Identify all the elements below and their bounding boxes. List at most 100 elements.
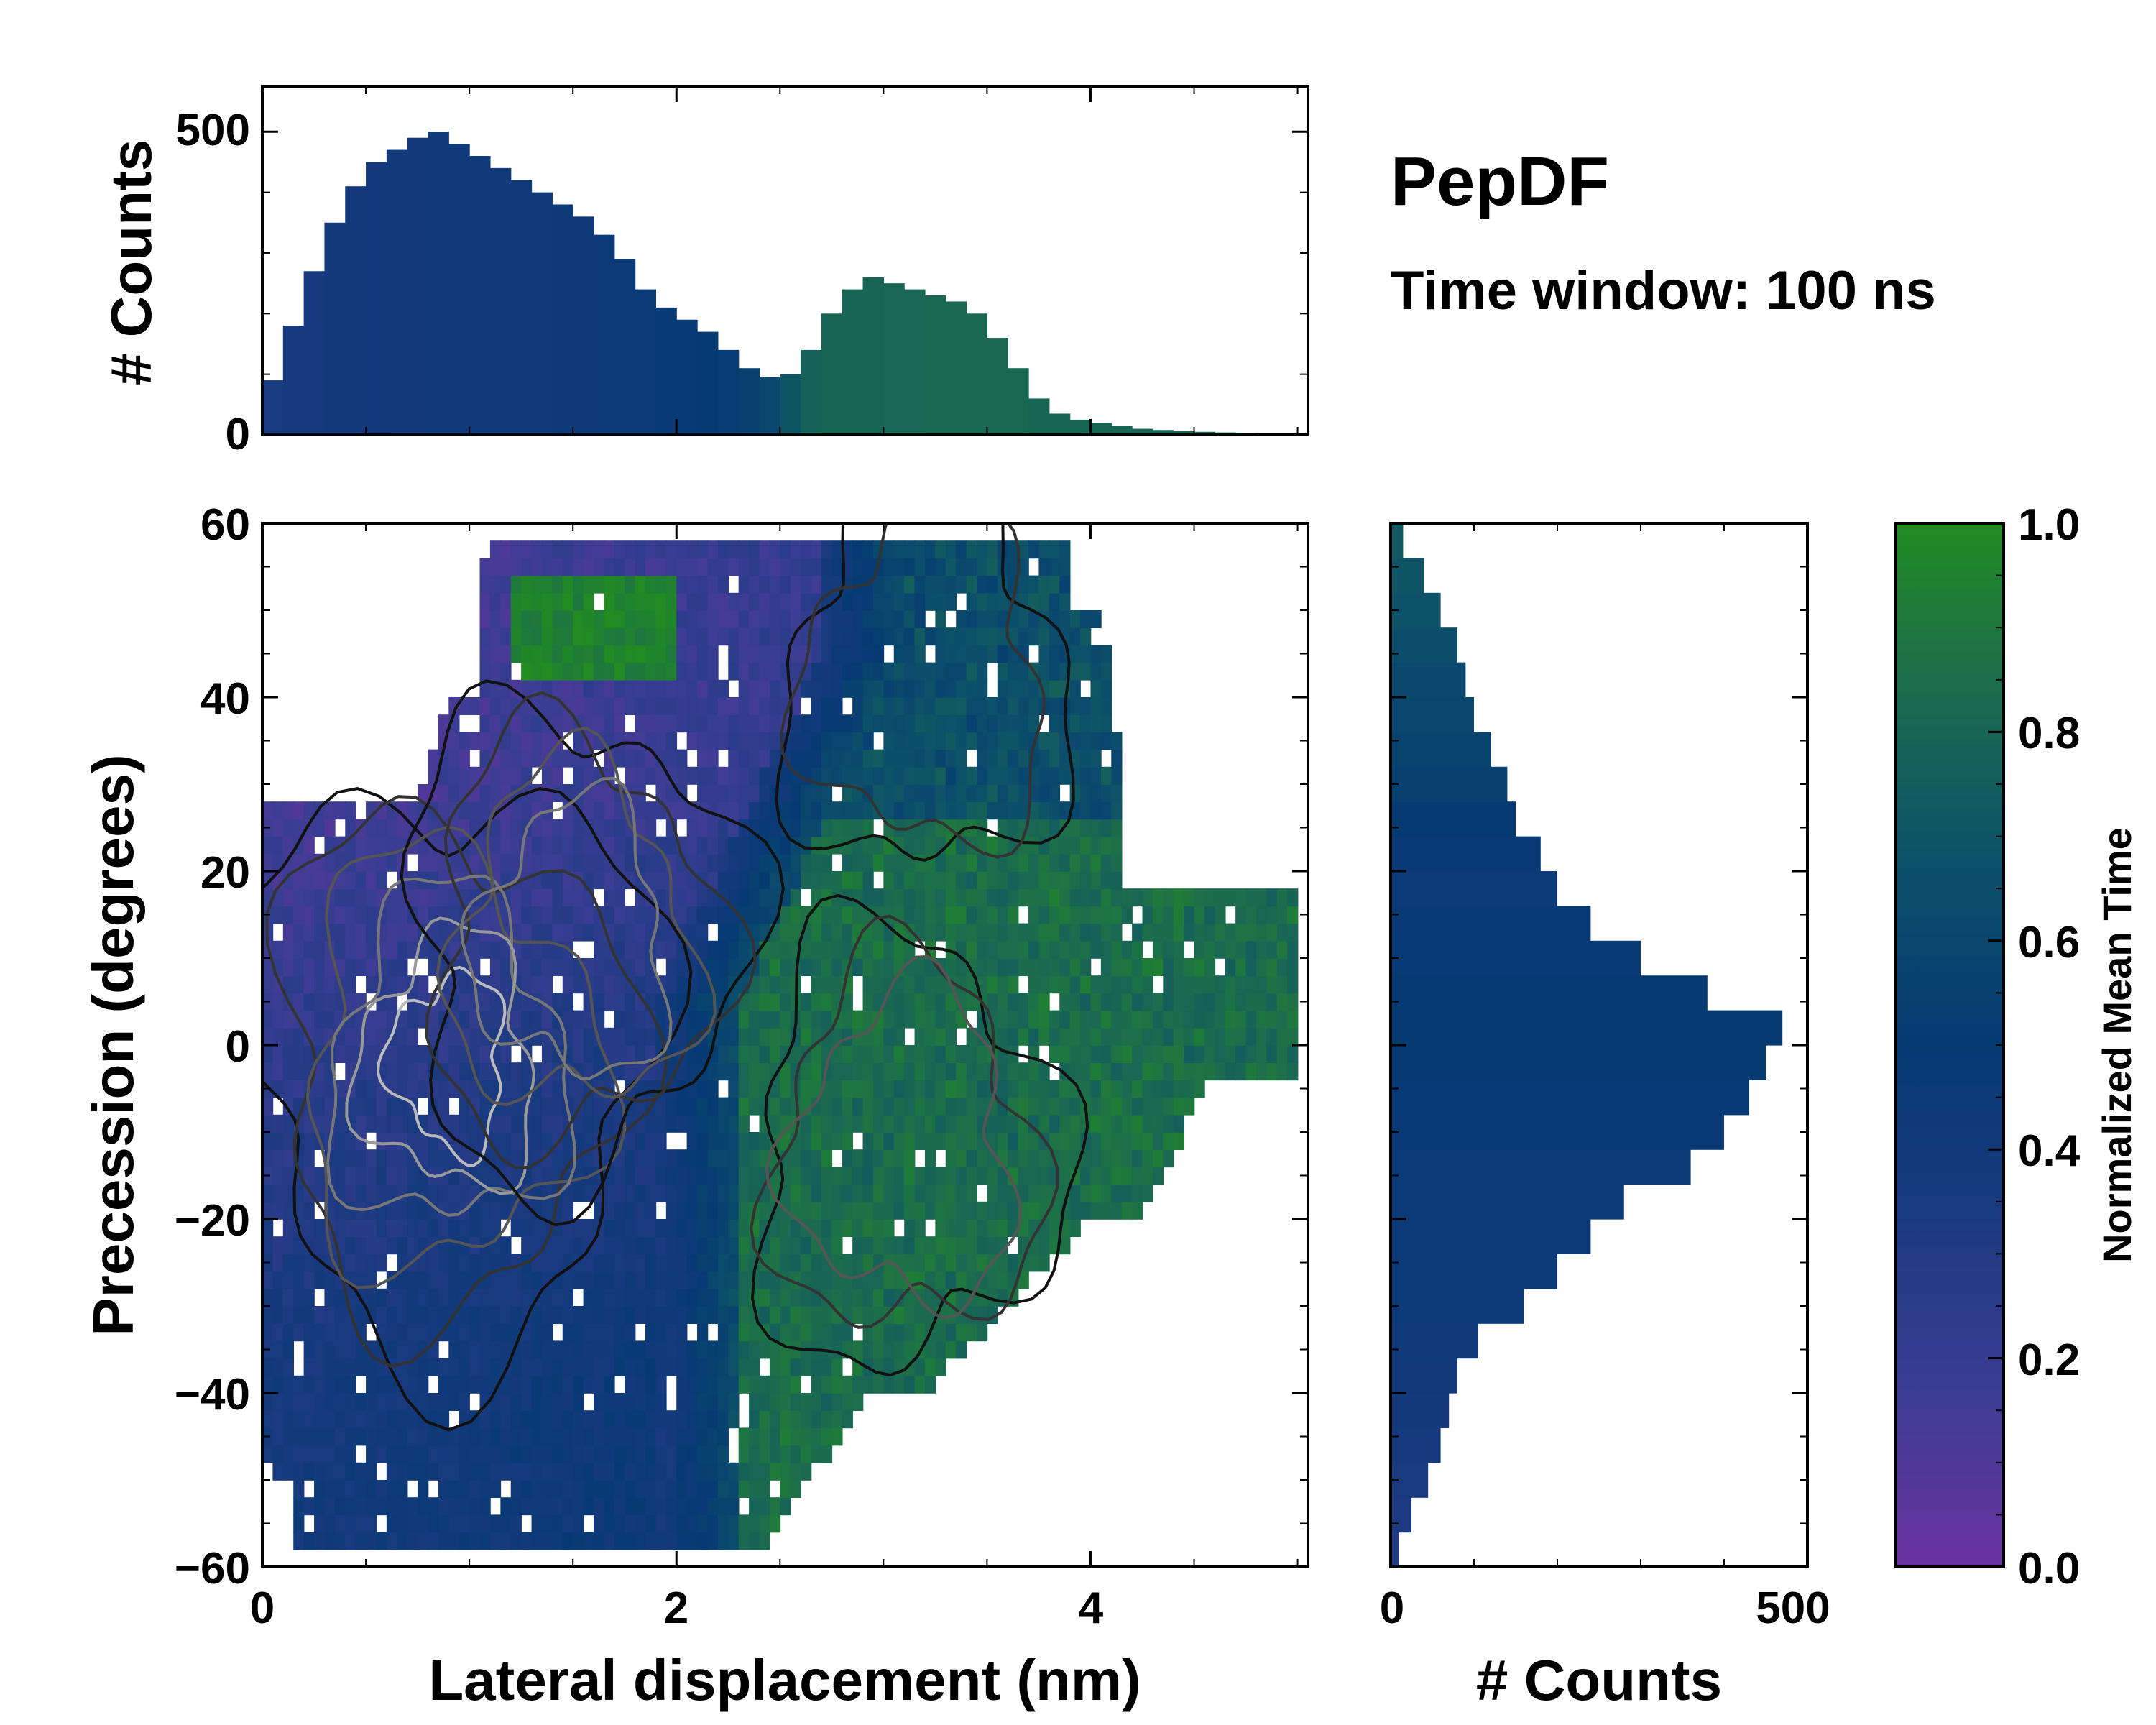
heatmap-cell: [314, 1340, 326, 1359]
heatmap-cell: [707, 732, 719, 750]
heatmap-cell: [728, 1149, 740, 1168]
heatmap-cell: [707, 1306, 719, 1324]
heatmap-cell: [1142, 1114, 1153, 1133]
heatmap-cell: [469, 940, 481, 959]
heatmap-cell: [1090, 836, 1102, 855]
heatmap-cell: [272, 819, 284, 837]
heatmap-cell: [1008, 975, 1019, 994]
heatmap-cell: [676, 1427, 688, 1446]
heatmap-cell: [386, 1201, 398, 1220]
heatmap-cell: [531, 888, 543, 907]
heatmap-cell: [345, 1532, 356, 1550]
heatmap-cell: [500, 610, 512, 628]
heatmap-cell: [801, 1323, 812, 1342]
heatmap-cell: [997, 697, 1009, 715]
heatmap-cell: [665, 627, 678, 646]
heatmap-cell: [469, 1375, 481, 1394]
density-contours: [262, 523, 1089, 1432]
heatmap-cell: [1038, 575, 1050, 594]
heatmap-cell: [1121, 1097, 1133, 1116]
heatmap-cell: [893, 1045, 905, 1063]
heatmap-cell: [500, 592, 512, 611]
heatmap-cell: [1069, 1132, 1081, 1150]
heatmap-cell: [1111, 906, 1123, 924]
heatmap-cell: [676, 1114, 688, 1133]
heatmap-cell: [1049, 1114, 1061, 1133]
heatmap-cell: [1215, 1010, 1226, 1029]
heatmap-cell: [893, 1375, 905, 1394]
heatmap-cell: [904, 627, 916, 646]
heatmap-cell: [924, 575, 936, 594]
heatmap-cell: [479, 1445, 491, 1463]
heatmap-cell: [759, 1132, 770, 1150]
heatmap-cell: [1069, 679, 1081, 698]
heatmap-cell: [562, 993, 573, 1011]
heatmap-cell: [593, 1445, 605, 1463]
heatmap-cell: [945, 958, 957, 976]
heatmap-cell: [1266, 975, 1278, 994]
heatmap-cell: [676, 1254, 688, 1272]
heatmap-cell: [1100, 1201, 1112, 1220]
heatmap-cell: [614, 975, 626, 994]
heatmap-cell: [562, 592, 573, 611]
heatmap-cell: [521, 888, 533, 907]
heatmap-cell: [801, 1358, 812, 1376]
heatmap-cell: [966, 540, 977, 559]
right-histogram-bar: [1391, 627, 1457, 663]
heatmap-cell: [852, 1375, 864, 1394]
heatmap-cell: [459, 1271, 470, 1289]
heatmap-cell: [749, 784, 760, 802]
heatmap-cell: [914, 1201, 926, 1220]
heatmap-cell: [293, 871, 305, 889]
heatmap-cell: [924, 1288, 936, 1307]
heatmap-cell: [1111, 1201, 1123, 1220]
heatmap-cell: [562, 1462, 573, 1481]
heatmap-cell: [1090, 784, 1102, 802]
heatmap-cell: [614, 540, 626, 559]
heatmap-cell: [852, 1045, 864, 1063]
heatmap-cell: [428, 749, 439, 768]
heatmap-cell: [479, 1340, 491, 1359]
heatmap-cell: [562, 1306, 573, 1324]
heatmap-cell: [811, 836, 822, 855]
heatmap-cell: [1008, 1201, 1019, 1220]
right-histogram-bar: [1391, 1114, 1724, 1150]
heatmap-cell: [573, 1393, 584, 1411]
heatmap-cell: [428, 1445, 439, 1463]
heatmap-cell: [386, 1184, 398, 1202]
heatmap-cell: [811, 1201, 822, 1220]
heatmap-cell: [686, 697, 698, 715]
heatmap-cell: [945, 645, 957, 663]
heatmap-cell: [759, 958, 770, 976]
heatmap-cell: [728, 1358, 740, 1376]
heatmap-cell: [728, 697, 740, 715]
heatmap-cell: [676, 1236, 688, 1255]
heatmap-cell: [717, 819, 729, 837]
heatmap-cell: [282, 1271, 295, 1289]
heatmap-cell: [1069, 1062, 1081, 1081]
heatmap-cell: [459, 1184, 470, 1202]
heatmap-cell: [1184, 1045, 1195, 1063]
heatmap-cell: [842, 627, 853, 646]
heatmap-cell: [1132, 1184, 1143, 1202]
heatmap-cell: [956, 540, 967, 559]
heatmap-cell: [945, 1149, 957, 1168]
heatmap-cell: [1204, 993, 1216, 1011]
heatmap-cell: [1132, 1045, 1143, 1063]
heatmap-cell: [1028, 1027, 1040, 1046]
heatmap-cell: [314, 1167, 326, 1185]
top-histogram-bar: [386, 150, 408, 435]
heatmap-cell: [728, 662, 740, 681]
heatmap-cell: [324, 1080, 336, 1098]
heatmap-cell: [645, 558, 657, 576]
heatmap-cell: [407, 1462, 418, 1481]
heatmap-cell: [904, 592, 916, 611]
heatmap-cell: [489, 1340, 502, 1359]
heatmap-cell: [966, 697, 977, 715]
heatmap-cell: [665, 1254, 678, 1272]
heatmap-cell: [583, 1427, 594, 1446]
heatmap-cell: [924, 1062, 936, 1081]
heatmap-cell: [376, 1375, 387, 1394]
heatmap-cell: [282, 1201, 295, 1220]
heatmap-cell: [489, 575, 502, 594]
